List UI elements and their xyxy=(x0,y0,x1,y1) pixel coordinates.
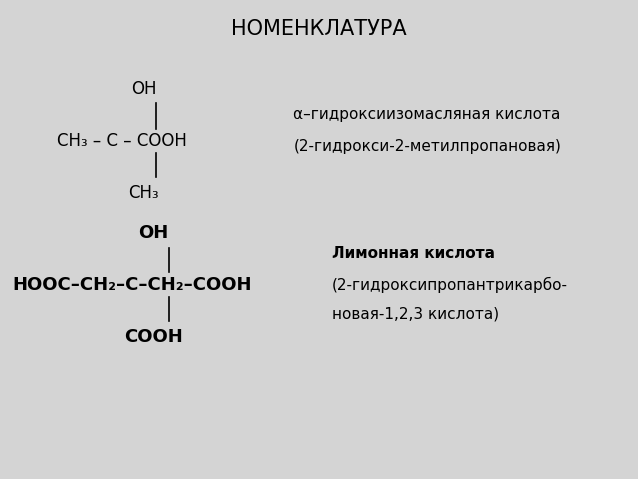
Text: α–гидроксиизомасляная кислота: α–гидроксиизомасляная кислота xyxy=(293,107,561,123)
Text: OH: OH xyxy=(131,80,156,98)
Text: (2-гидроксипропантрикарбо-: (2-гидроксипропантрикарбо- xyxy=(332,277,568,293)
Text: CH₃ – C – COOH: CH₃ – C – COOH xyxy=(57,132,188,150)
Text: Лимонная кислота: Лимонная кислота xyxy=(332,246,494,262)
Text: НОМЕНКЛАТУРА: НОМЕНКЛАТУРА xyxy=(231,19,407,39)
Text: новая-1,2,3 кислота): новая-1,2,3 кислота) xyxy=(332,306,499,321)
Text: OH: OH xyxy=(138,224,168,242)
Text: HOOC–CH₂–C–CH₂–COOH: HOOC–CH₂–C–CH₂–COOH xyxy=(13,276,252,294)
Text: (2-гидрокси-2-метилпропановая): (2-гидрокси-2-метилпропановая) xyxy=(293,138,561,154)
Text: COOH: COOH xyxy=(124,328,182,346)
Text: CH₃: CH₃ xyxy=(128,184,159,203)
